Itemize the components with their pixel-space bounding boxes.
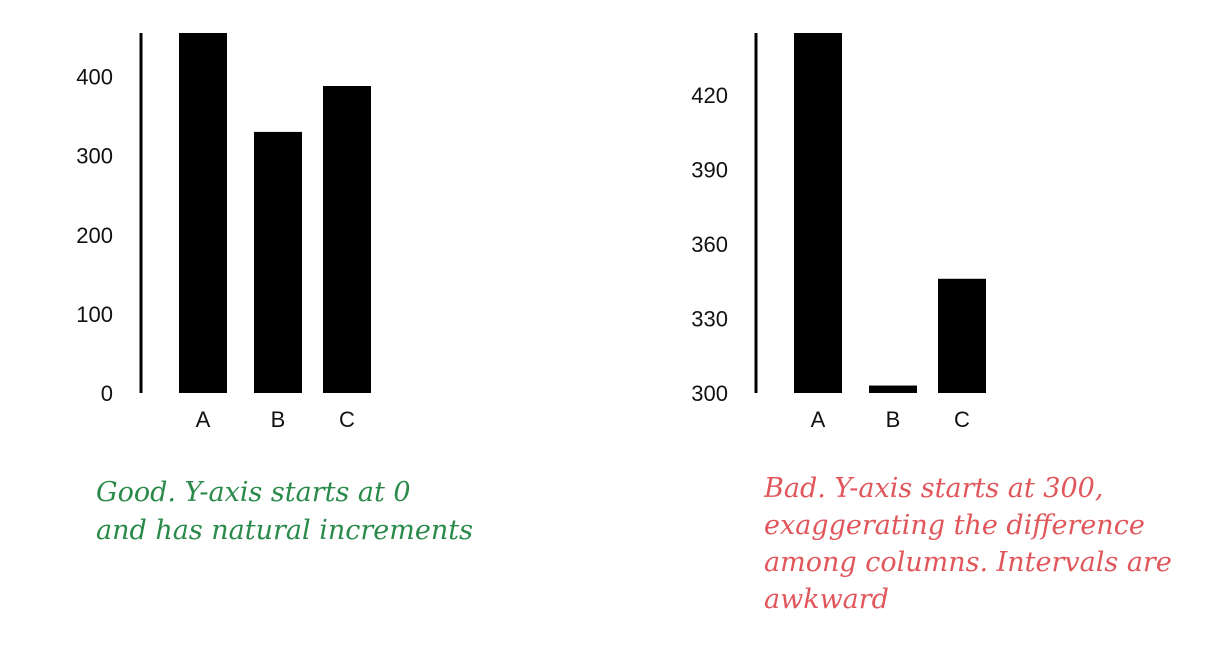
caption-line: Good. Y-axis starts at 0 [96, 477, 411, 508]
good-bar-chart: 0 100 200 300 400 A B C [76, 33, 371, 432]
bars [179, 33, 371, 393]
y-tick-label: 200 [76, 223, 113, 248]
y-tick-label: 300 [691, 381, 728, 406]
x-category-labels: A B C [196, 407, 355, 432]
bad-caption: Bad. Y-axis starts at 300, exaggerating … [764, 470, 1172, 618]
y-tick-label: 400 [76, 65, 113, 90]
y-tick-label: 300 [76, 144, 113, 169]
caption-line: Bad. Y-axis starts at 300, [764, 473, 1104, 504]
bar-a [794, 33, 842, 393]
caption-line: among columns. Intervals are [764, 547, 1172, 578]
caption-line: and has natural increments [96, 515, 473, 546]
bad-bar-chart: 300 330 360 390 420 A B C [691, 33, 986, 432]
y-tick-label: 0 [101, 381, 113, 406]
x-category-label-c: C [954, 407, 970, 432]
bar-c [938, 278, 986, 393]
x-category-label-b: B [886, 407, 901, 432]
caption-line: exaggerating the difference [764, 510, 1145, 541]
x-category-label-a: A [811, 407, 826, 432]
caption-line: awkward [764, 584, 889, 615]
bar-b [869, 385, 917, 393]
x-category-label-c: C [339, 407, 355, 432]
good-caption: Good. Y-axis starts at 0 and has natural… [96, 474, 473, 550]
x-category-label-b: B [271, 407, 286, 432]
bar-b [254, 131, 302, 393]
y-tick-label: 100 [76, 302, 113, 327]
x-category-labels: A B C [811, 407, 970, 432]
bar-c [323, 86, 371, 393]
y-tick-labels: 300 330 360 390 420 [691, 83, 728, 406]
bars [794, 33, 986, 393]
y-tick-label: 420 [691, 83, 728, 108]
y-tick-label: 390 [691, 158, 728, 183]
x-category-label-a: A [196, 407, 211, 432]
y-tick-label: 360 [691, 232, 728, 257]
y-tick-label: 330 [691, 307, 728, 332]
y-tick-labels: 0 100 200 300 400 [76, 65, 113, 406]
bar-a [179, 33, 227, 393]
